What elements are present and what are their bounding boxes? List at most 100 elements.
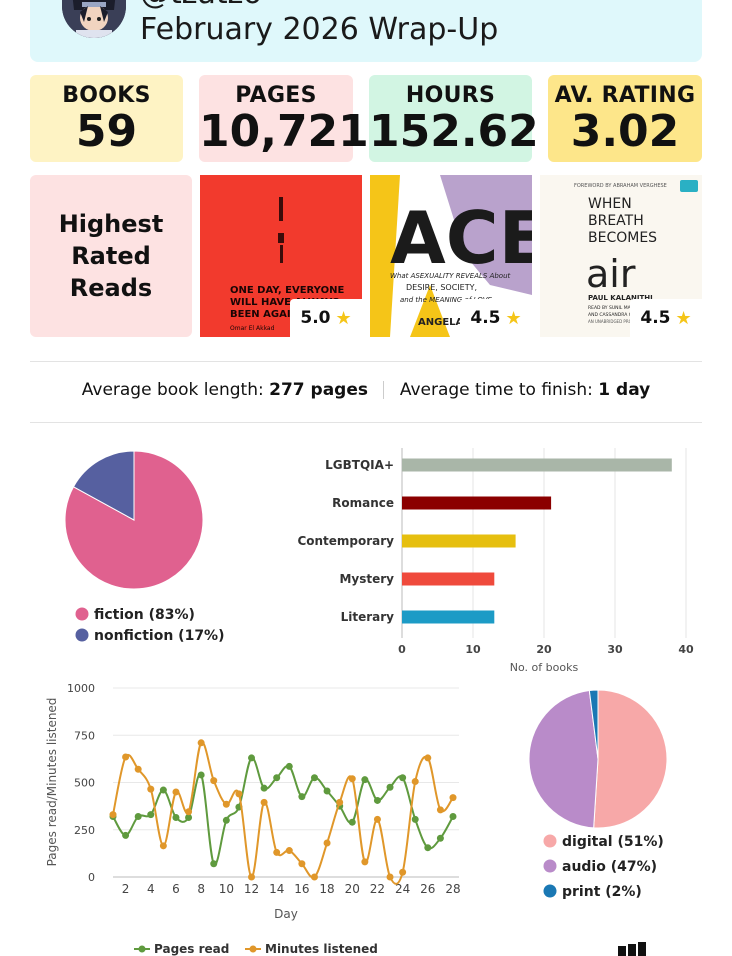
data-point bbox=[449, 794, 457, 802]
legend-swatch bbox=[543, 834, 557, 848]
heading-line: Reads bbox=[69, 274, 153, 302]
stat-av-rating: AV. RATING 3.02 bbox=[548, 75, 702, 162]
data-point bbox=[172, 788, 180, 796]
page-title: February 2026 Wrap-Up bbox=[140, 12, 499, 47]
data-point bbox=[424, 754, 432, 762]
category-label: Literary bbox=[341, 610, 395, 624]
cover-text: What ASEXUALITY REVEALS About bbox=[390, 272, 511, 280]
x-tick-label: 20 bbox=[345, 882, 360, 896]
book-cover-2[interactable]: ACE What ASEXUALITY REVEALS About DESIRE… bbox=[370, 175, 532, 337]
bar bbox=[402, 534, 516, 548]
data-point bbox=[147, 811, 155, 819]
x-tick-label: 0 bbox=[398, 643, 406, 656]
data-point bbox=[361, 858, 369, 866]
stat-label: AV. RATING bbox=[554, 83, 696, 108]
x-tick-label: 30 bbox=[607, 643, 623, 656]
series-line bbox=[112, 741, 454, 885]
stat-books: BOOKS 59 bbox=[30, 75, 183, 162]
username: @tzatzo bbox=[140, 0, 262, 11]
cover-text: and the MEANING of LOVE bbox=[400, 296, 493, 304]
y-tick-label: 1000 bbox=[67, 682, 95, 695]
data-point bbox=[449, 813, 457, 821]
data-point bbox=[235, 790, 243, 798]
cover-author: Omar El Akkad bbox=[230, 325, 275, 332]
x-tick-label: 10 bbox=[465, 643, 481, 656]
heading-line: Highest bbox=[58, 210, 164, 238]
cover-text: WILL HAVE ALWAYS bbox=[230, 297, 340, 308]
cover-text: WHEN bbox=[588, 196, 632, 212]
x-tick-label: 40 bbox=[678, 643, 694, 656]
cover-title: ACE bbox=[390, 196, 532, 280]
rating-badge: 4.5 ★ bbox=[460, 299, 532, 337]
data-point bbox=[424, 844, 432, 852]
legend-label: nonfiction (17%) bbox=[94, 628, 224, 644]
data-point bbox=[310, 873, 318, 881]
data-point bbox=[185, 808, 193, 816]
book-cover-1[interactable]: ONE DAY, EVERYONE WILL HAVE ALWAYS BEEN … bbox=[200, 175, 362, 337]
charts-area: fiction (83%)nonfiction (17%) 0 10 20 30 40 L… bbox=[45, 448, 694, 956]
pie-slice bbox=[593, 689, 668, 829]
data-point bbox=[222, 800, 230, 808]
data-point bbox=[197, 739, 205, 747]
data-point bbox=[210, 777, 218, 785]
cover-text: BREATH bbox=[588, 213, 644, 229]
data-point bbox=[373, 815, 381, 823]
stat-label: PAGES bbox=[235, 83, 317, 108]
x-tick-label: 28 bbox=[445, 882, 460, 896]
cover-author: PAUL KALANITHI bbox=[588, 294, 653, 302]
cover-author: ANGELA CHEN bbox=[418, 317, 498, 328]
data-point bbox=[260, 798, 268, 806]
y-tick-label: 750 bbox=[74, 729, 95, 742]
data-point bbox=[361, 776, 369, 784]
data-point bbox=[248, 873, 256, 881]
data-point bbox=[348, 775, 356, 783]
highest-rated-heading: Highest Rated Reads bbox=[30, 175, 192, 337]
x-tick-label: 10 bbox=[219, 882, 234, 896]
data-point bbox=[273, 848, 281, 856]
x-tick-label: 8 bbox=[197, 882, 205, 896]
pie-slice bbox=[72, 450, 135, 521]
stat-pages: PAGES 10,721 bbox=[199, 75, 369, 162]
data-point bbox=[386, 873, 394, 881]
data-point bbox=[134, 765, 142, 773]
legend-swatch bbox=[543, 859, 557, 873]
legend-label: audio (47%) bbox=[562, 859, 657, 875]
stat-label: BOOKS bbox=[62, 83, 151, 108]
brand-logo bbox=[618, 942, 646, 956]
x-tick-label: 18 bbox=[319, 882, 334, 896]
data-point bbox=[348, 818, 356, 826]
stat-value: 59 bbox=[75, 106, 138, 157]
data-point bbox=[399, 868, 407, 876]
data-point bbox=[285, 762, 293, 770]
bar bbox=[402, 458, 672, 472]
bar bbox=[402, 610, 495, 624]
rating-value: 4.5 bbox=[470, 308, 501, 328]
cover-text: ONE DAY, EVERYONE bbox=[230, 285, 344, 296]
cover-text: AND CASSANDRA CAMPBELL bbox=[588, 312, 653, 318]
pie-slice bbox=[528, 689, 599, 829]
data-point bbox=[411, 778, 419, 786]
x-tick-label: 4 bbox=[147, 882, 155, 896]
avatar bbox=[62, 0, 126, 38]
genre-bar-chart: 0 10 20 30 40 LGBTQIA+ Romance Contemporary Myst… bbox=[297, 448, 694, 674]
data-point bbox=[159, 786, 167, 794]
data-point bbox=[185, 813, 193, 821]
divider bbox=[30, 361, 702, 362]
data-point bbox=[336, 798, 344, 806]
cover-text: AN UNABRIDGED PRODUCTION bbox=[588, 319, 650, 324]
fiction-pie-chart: fiction (83%) nonfiction (17%) bbox=[64, 450, 224, 644]
pie-slice bbox=[64, 450, 204, 590]
legend-marker bbox=[249, 945, 257, 953]
data-point bbox=[273, 774, 281, 782]
legend-marker bbox=[138, 945, 146, 953]
x-tick-label: 2 bbox=[122, 882, 130, 896]
data-point bbox=[134, 813, 142, 821]
x-tick-label: 14 bbox=[269, 882, 284, 896]
pie-slice bbox=[588, 689, 599, 760]
averages-line: Average book length: 277 pages Average t… bbox=[30, 380, 702, 400]
legend-label: Minutes listened bbox=[265, 942, 378, 956]
star-icon: ★ bbox=[505, 307, 522, 329]
book-cover-3[interactable]: FOREWORD BY ABRAHAM VERGHESE WHEN BREATH… bbox=[540, 175, 702, 337]
category-label: Contemporary bbox=[297, 534, 394, 548]
